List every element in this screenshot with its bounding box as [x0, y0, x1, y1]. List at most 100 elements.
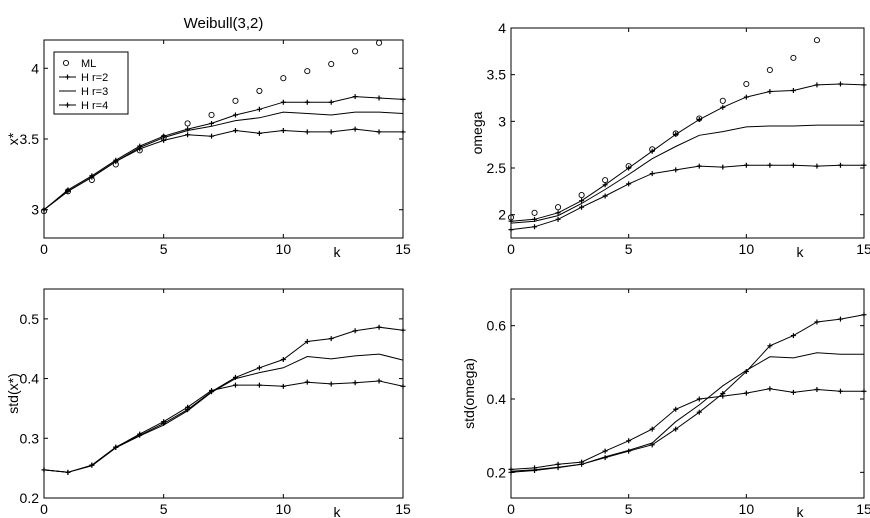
data-point	[649, 148, 655, 154]
data-point	[814, 319, 820, 325]
data-point	[41, 467, 47, 473]
data-point	[256, 87, 263, 94]
x-tick-label: 15	[395, 241, 411, 257]
data-point	[352, 48, 359, 55]
data-point	[328, 336, 334, 342]
series-line	[510, 83, 865, 222]
data-point	[232, 97, 239, 104]
data-point	[555, 216, 561, 222]
data-point	[814, 163, 820, 169]
data-point	[743, 162, 749, 168]
data-point	[673, 426, 679, 432]
y-tick-label: 0.4	[487, 391, 507, 407]
data-point	[209, 120, 215, 126]
series-line	[510, 164, 864, 231]
data-point	[328, 381, 334, 387]
data-point	[65, 469, 71, 475]
y-tick-label: 0.5	[20, 311, 40, 327]
data-point	[304, 129, 310, 135]
x-tick-label: 0	[40, 241, 48, 257]
data-point	[232, 128, 238, 134]
series-h-r4	[41, 126, 406, 213]
data-point	[602, 448, 608, 454]
data-point	[400, 129, 406, 135]
data-point	[280, 128, 286, 134]
data-point	[814, 386, 820, 392]
y-axis-label: omega	[469, 111, 485, 154]
data-point	[185, 132, 191, 138]
series-h-r4	[41, 378, 406, 475]
y-tick-label: 0.6	[487, 318, 507, 334]
data-point	[720, 104, 726, 110]
data-point	[696, 409, 702, 415]
series-line	[510, 388, 864, 470]
series-h-r4	[508, 162, 867, 233]
data-point	[376, 95, 382, 101]
x-tick-label: 10	[739, 501, 755, 517]
data-point	[719, 97, 726, 104]
data-point	[508, 466, 514, 472]
data-point	[400, 327, 406, 333]
legend-marker	[65, 102, 70, 108]
series-h-r4	[508, 386, 867, 472]
y-tick-label: 2	[498, 207, 506, 223]
chart-title: Weibull(3,2)	[184, 15, 264, 32]
data-point	[649, 426, 655, 432]
data-point	[790, 389, 796, 395]
data-point	[352, 328, 358, 334]
data-point	[352, 126, 358, 132]
y-tick-label: 4	[31, 60, 39, 76]
y-tick-label: 4	[498, 20, 506, 36]
data-point	[649, 171, 655, 177]
y-tick-label: 3.5	[487, 67, 507, 83]
series-line	[43, 380, 404, 473]
data-point	[376, 378, 382, 384]
data-point	[328, 99, 334, 105]
data-point	[113, 444, 119, 450]
data-point	[579, 198, 585, 204]
data-point	[767, 343, 773, 349]
data-point	[137, 431, 143, 437]
plot-frame	[43, 288, 404, 499]
legend-label: ML	[81, 58, 96, 70]
data-point	[743, 94, 749, 100]
data-point	[837, 388, 843, 394]
data-point	[208, 111, 215, 119]
data-point	[89, 462, 95, 468]
data-point	[766, 66, 773, 74]
data-point	[161, 419, 167, 425]
data-point	[814, 82, 820, 88]
data-point	[837, 316, 843, 322]
data-point	[861, 162, 867, 168]
data-point	[65, 188, 71, 194]
data-point	[280, 75, 287, 82]
chart-panel-3: 0 5 10 15 0.2 0.3 0.4 0.5 k std(x*)	[5, 288, 411, 518]
data-point	[232, 382, 238, 388]
y-tick-label: 3.5	[20, 131, 40, 147]
series-h-r3	[510, 124, 864, 224]
y-tick-label: 0.4	[20, 371, 40, 387]
x-tick-label: 15	[856, 241, 870, 257]
series-h-r2	[508, 81, 867, 224]
legend-marker	[62, 59, 70, 67]
chart-panel-1: 0 5 10 15 3 3.5 4 k x* Weibull(3,2) ML H r=2 H r=3 H …	[5, 15, 411, 260]
x-tick-label: 15	[395, 501, 411, 517]
data-point	[280, 383, 286, 389]
y-tick-label: 3	[498, 113, 506, 129]
data-point	[813, 37, 820, 44]
data-point	[41, 207, 47, 213]
y-tick-label: 0.3	[20, 430, 40, 446]
legend-label: H r=2	[81, 72, 108, 84]
data-point	[743, 390, 749, 396]
data-point	[531, 209, 538, 216]
x-tick-label: 5	[625, 241, 633, 257]
data-point	[113, 159, 119, 165]
data-point	[304, 68, 311, 75]
data-point	[767, 386, 773, 392]
data-point	[256, 106, 262, 112]
data-point	[790, 54, 797, 61]
data-point	[304, 339, 310, 345]
data-point	[185, 404, 191, 410]
data-point	[256, 130, 262, 136]
